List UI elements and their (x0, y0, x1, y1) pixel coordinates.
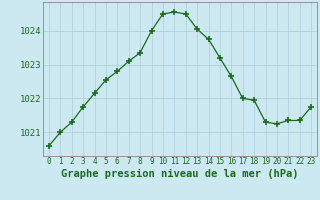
X-axis label: Graphe pression niveau de la mer (hPa): Graphe pression niveau de la mer (hPa) (61, 169, 299, 179)
